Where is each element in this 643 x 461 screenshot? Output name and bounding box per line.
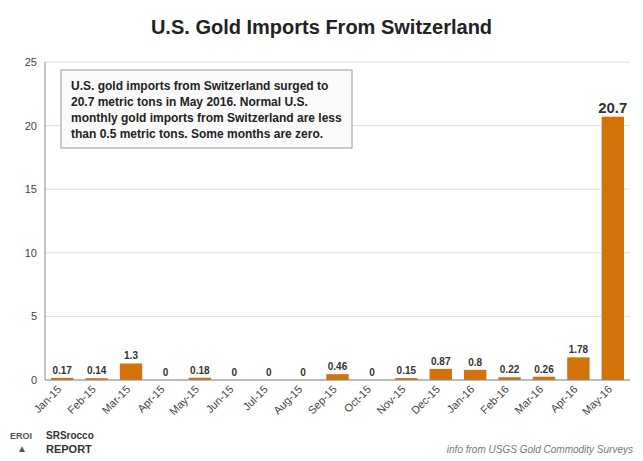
- bar: [326, 374, 348, 380]
- y-tick-label: 10: [25, 247, 37, 259]
- data-label: 0.8: [468, 357, 482, 368]
- data-label: 0.22: [500, 364, 520, 375]
- x-tick-label: Aug-15: [271, 383, 305, 417]
- grid-line: [45, 189, 630, 190]
- grid-line: [45, 380, 630, 381]
- x-tick-label: Mar-15: [99, 383, 132, 416]
- data-label: 0: [369, 367, 375, 378]
- x-tick-label: Jan-15: [31, 383, 63, 415]
- logo-symbol: ▲: [17, 443, 27, 454]
- bar: [567, 357, 589, 380]
- data-label: 0.14: [87, 365, 107, 376]
- annotation-line: monthly gold imports from Switzerland ar…: [71, 111, 342, 125]
- data-label: 0.15: [397, 365, 417, 376]
- annotation-box: U.S. gold imports from Switzerland surge…: [61, 70, 352, 148]
- annotation-line: 20.7 metric tons in May 2016. Normal U.S…: [71, 95, 308, 109]
- logo-text: SRSrocco: [46, 430, 94, 441]
- logo-text: REPORT: [46, 443, 92, 455]
- y-tick-label: 25: [25, 56, 37, 68]
- x-tick-label: Nov-15: [374, 383, 408, 417]
- bars: [51, 117, 624, 380]
- x-tick-label: Apr-16: [548, 383, 580, 415]
- x-tick-label: Dec-15: [409, 383, 443, 417]
- x-tick-label: Apr-15: [135, 383, 167, 415]
- bar: [602, 117, 624, 380]
- data-label: 0.18: [190, 365, 210, 376]
- y-tick-label: 0: [31, 374, 37, 386]
- x-tick-label: Jul-15: [240, 383, 270, 413]
- background: [0, 0, 643, 461]
- data-label: 0.26: [534, 364, 554, 375]
- data-label: 0: [266, 367, 272, 378]
- data-label: 0: [163, 367, 169, 378]
- chart-svg: U.S. Gold Imports From Switzerland 0 5 10 15…: [0, 0, 643, 461]
- data-label: 20.7: [598, 99, 627, 116]
- x-tick-label: Jun-15: [203, 383, 235, 415]
- data-label: 1.3: [124, 350, 138, 361]
- data-label: 1.78: [569, 344, 589, 355]
- grid: [45, 62, 630, 380]
- grid-line: [45, 62, 630, 63]
- logo-text: EROI: [10, 431, 32, 441]
- x-tick-label: Feb-16: [478, 383, 511, 416]
- y-axis-line: [45, 62, 46, 380]
- title: U.S. Gold Imports From Switzerland: [151, 16, 492, 38]
- footer: info from USGS Gold Commodity Surveys: [447, 444, 633, 455]
- annotation-frame: [61, 70, 352, 148]
- bar: [120, 363, 142, 380]
- chart-container: U.S. Gold Imports From Switzerland 0 5 10 15…: [0, 0, 643, 461]
- x-tick-label: Feb-15: [65, 383, 98, 416]
- x-tick-label: May-15: [167, 383, 201, 417]
- x-axis-line: [45, 380, 630, 381]
- x-tick-label: Oct-15: [341, 383, 373, 415]
- data-label: 0.87: [431, 356, 451, 367]
- x-tick-label: Mar-16: [512, 383, 545, 416]
- data-label: 0: [231, 367, 237, 378]
- bar: [430, 369, 452, 380]
- grid-line: [45, 252, 630, 253]
- y-tick-label: 5: [31, 310, 37, 322]
- x-tick-label: May-16: [580, 383, 614, 417]
- grid-line: [45, 316, 630, 317]
- data-label: 0: [300, 367, 306, 378]
- annotation-line: U.S. gold imports from Switzerland surge…: [71, 79, 328, 93]
- x-tick-label: Sep-15: [305, 383, 339, 417]
- annotation: U.S. gold imports from Switzerland surge…: [71, 79, 342, 141]
- data-label: 0.46: [328, 361, 348, 372]
- annotation-line: than 0.5 metric tons. Some months are ze…: [71, 127, 323, 141]
- y-tick-label: 20: [25, 120, 37, 132]
- y-tick-label: 15: [25, 183, 37, 195]
- x-tick-label: Jan-16: [444, 383, 476, 415]
- data-label: 0.17: [52, 365, 72, 376]
- bar: [464, 370, 486, 380]
